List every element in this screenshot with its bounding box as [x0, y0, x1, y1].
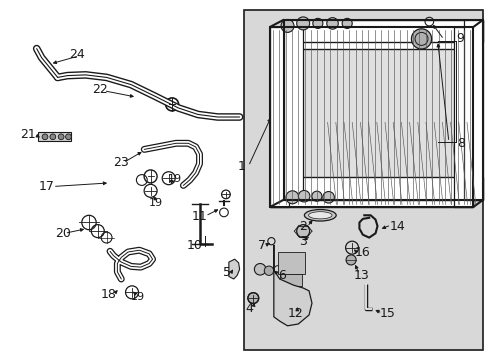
Bar — [279, 274, 301, 286]
Circle shape — [296, 225, 309, 238]
Circle shape — [326, 18, 338, 29]
Text: 5: 5 — [223, 266, 230, 279]
Text: 12: 12 — [287, 307, 303, 320]
Text: 1: 1 — [238, 160, 245, 173]
Circle shape — [285, 191, 298, 204]
Text: 19: 19 — [131, 292, 144, 302]
Circle shape — [281, 19, 293, 32]
Circle shape — [410, 29, 431, 49]
Circle shape — [296, 17, 309, 30]
Circle shape — [42, 134, 48, 140]
Bar — [38, 132, 71, 141]
Bar — [269, 27, 472, 49]
Polygon shape — [273, 245, 311, 326]
Text: 19: 19 — [168, 174, 182, 184]
Text: 22: 22 — [92, 83, 108, 96]
Polygon shape — [228, 259, 239, 279]
Text: 20: 20 — [55, 227, 70, 240]
Circle shape — [65, 134, 71, 140]
Circle shape — [50, 134, 56, 140]
Bar — [283, 177, 482, 200]
Bar — [243, 10, 482, 350]
Text: 9: 9 — [456, 32, 464, 45]
Text: 15: 15 — [379, 307, 394, 320]
Circle shape — [311, 191, 321, 201]
Text: 3: 3 — [299, 235, 306, 248]
Text: 6: 6 — [277, 269, 285, 282]
Text: 14: 14 — [388, 220, 404, 233]
Circle shape — [298, 190, 309, 202]
Text: 21: 21 — [20, 129, 36, 141]
Bar — [463, 20, 482, 200]
Circle shape — [342, 18, 351, 28]
Circle shape — [264, 266, 273, 275]
Bar — [283, 20, 303, 200]
Circle shape — [247, 293, 258, 303]
Bar — [269, 185, 472, 207]
Text: 11: 11 — [191, 210, 207, 222]
Bar — [269, 27, 289, 207]
Circle shape — [322, 192, 334, 203]
Circle shape — [312, 18, 322, 28]
Text: 13: 13 — [353, 269, 369, 282]
Text: 7: 7 — [257, 239, 265, 252]
Bar — [277, 252, 304, 274]
Circle shape — [58, 134, 64, 140]
Bar — [453, 27, 472, 207]
Text: 24: 24 — [69, 48, 85, 61]
Polygon shape — [269, 27, 472, 207]
Circle shape — [346, 255, 355, 265]
Bar — [283, 20, 482, 42]
Text: 19: 19 — [148, 198, 162, 208]
Text: 4: 4 — [245, 302, 253, 315]
Text: 16: 16 — [354, 246, 370, 259]
Ellipse shape — [304, 210, 336, 221]
Text: 8: 8 — [456, 137, 464, 150]
Text: 2: 2 — [299, 220, 306, 233]
Text: 23: 23 — [113, 156, 129, 169]
Text: 10: 10 — [186, 239, 202, 252]
Text: 17: 17 — [39, 180, 54, 193]
Ellipse shape — [308, 212, 331, 219]
Circle shape — [254, 264, 265, 275]
Text: 18: 18 — [101, 288, 116, 301]
